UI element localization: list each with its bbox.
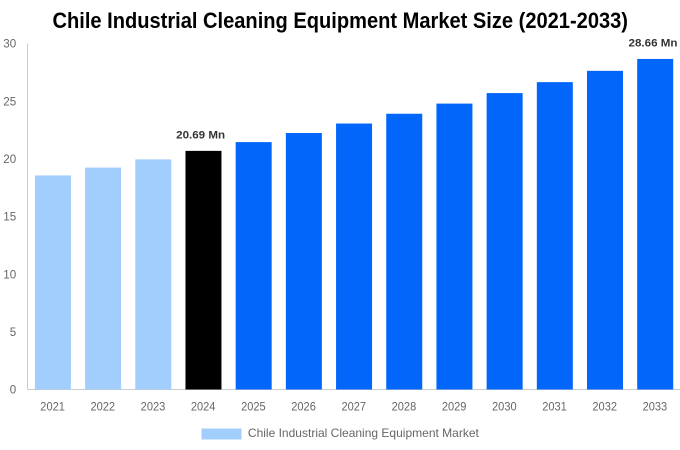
- svg-text:2027: 2027: [341, 400, 366, 413]
- svg-text:2029: 2029: [442, 400, 467, 413]
- svg-text:2030: 2030: [492, 400, 517, 413]
- svg-text:20.69 Mn: 20.69 Mn: [176, 129, 225, 141]
- svg-text:Chile Industrial Cleaning Equi: Chile Industrial Cleaning Equipment Mark…: [53, 8, 629, 33]
- svg-text:2023: 2023: [141, 400, 166, 413]
- svg-text:2026: 2026: [291, 400, 316, 413]
- svg-text:10: 10: [3, 268, 16, 281]
- svg-text:28.66 Mn: 28.66 Mn: [629, 37, 678, 49]
- svg-text:2028: 2028: [392, 400, 417, 413]
- svg-text:2031: 2031: [542, 400, 567, 413]
- svg-text:2021: 2021: [40, 400, 65, 413]
- svg-text:2024: 2024: [191, 400, 216, 413]
- svg-text:2025: 2025: [241, 400, 266, 413]
- svg-text:25: 25: [3, 95, 16, 108]
- svg-text:20: 20: [3, 153, 16, 166]
- svg-text:2022: 2022: [90, 400, 115, 413]
- svg-text:Chile Industrial Cleaning Equi: Chile Industrial Cleaning Equipment Mark…: [248, 426, 480, 440]
- svg-text:2032: 2032: [592, 400, 617, 413]
- svg-text:2033: 2033: [643, 400, 668, 413]
- svg-text:5: 5: [10, 326, 16, 339]
- svg-text:15: 15: [3, 211, 16, 224]
- svg-text:30: 30: [3, 38, 16, 51]
- svg-text:0: 0: [10, 384, 16, 397]
